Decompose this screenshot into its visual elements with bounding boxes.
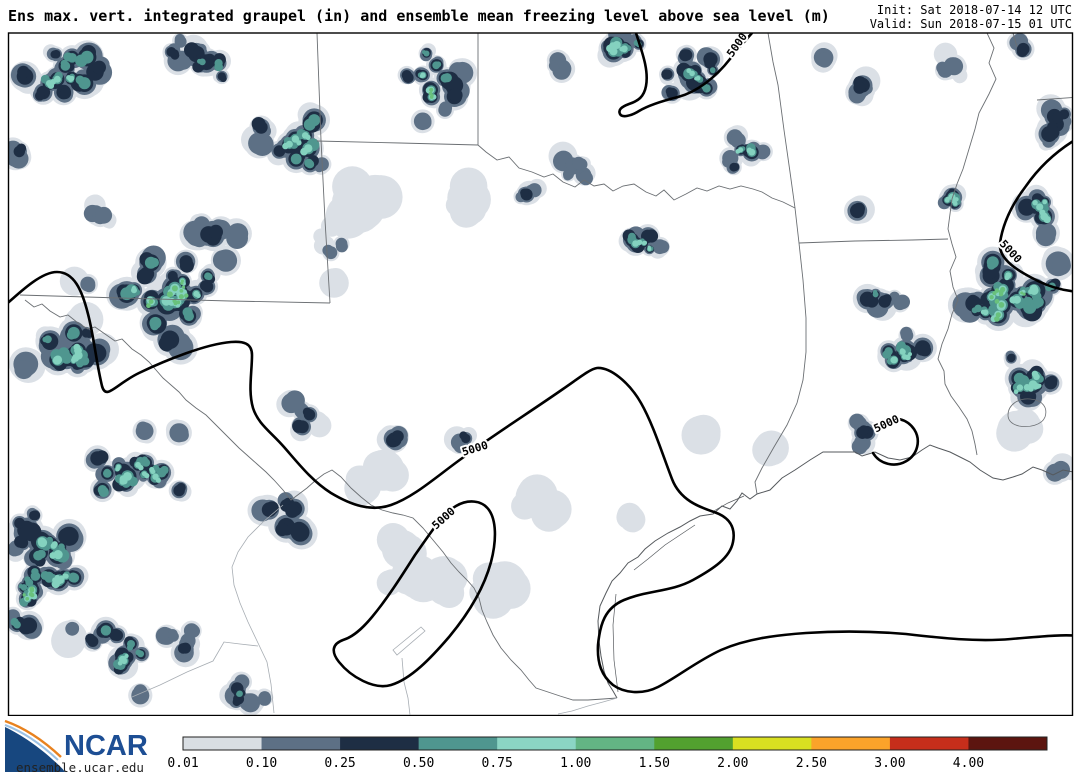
logo-text: NCAR [64, 730, 148, 762]
colorbar-segment [340, 737, 420, 750]
contour-label: 5000 [724, 30, 750, 59]
colorbar-tick-label: 0.01 [167, 756, 198, 771]
state-borders [19, 33, 1072, 715]
ncar-logo [4, 719, 65, 772]
colorbar-segment [889, 737, 969, 750]
colorbar-segment [968, 737, 1048, 750]
colorbar-segment [811, 737, 891, 750]
run-timestamps: Init: Sat 2018-07-14 12 UTC Valid: Sun 2… [870, 3, 1072, 31]
colorbar-tick-label: 2.50 [796, 756, 827, 771]
colorbar-segment [654, 737, 734, 750]
colorbar-tick-label: 3.00 [874, 756, 905, 771]
colorbar-segment [418, 737, 498, 750]
colorbar-tick-label: 0.50 [403, 756, 434, 771]
colorbar-tick-label: 0.10 [246, 756, 277, 771]
colorbar-segment [183, 737, 263, 750]
ncar-logo-orange-arc [4, 719, 62, 758]
colorbar-segment [575, 737, 655, 750]
colorbar-tick-label: 0.75 [482, 756, 513, 771]
init-timestamp: Init: Sat 2018-07-14 12 UTC [876, 3, 1072, 17]
colorbar-segment [732, 737, 812, 750]
site-url: ensemble.ucar.edu [16, 760, 144, 775]
colorbar-segment [497, 737, 577, 750]
ncar-logo-lightblue-arc [4, 724, 59, 761]
page-title: Ens max. vert. integrated graupel (in) a… [8, 7, 830, 25]
valid-timestamp: Valid: Sun 2018-07-15 01 UTC [869, 17, 1072, 31]
contour-label: 5000 [872, 412, 902, 435]
colorbar-border [182, 736, 1048, 751]
graupel-blobs [9, 33, 1072, 715]
colorbar-tick-label: 2.00 [717, 756, 748, 771]
map-frame [7, 32, 1074, 716]
colorbar: 0.01 0.10 0.25 0.50 0.75 1.00 1.50 2.00 2.50 3.00… [167, 736, 1048, 771]
colorbar-segment [261, 737, 341, 750]
colorbar-tick-label: 1.50 [639, 756, 670, 771]
colorbar-tick-label: 4.00 [953, 756, 984, 771]
contour-lines [9, 33, 1072, 694]
ncar-logo-swoosh [5, 727, 65, 772]
colorbar-tick-label: 0.25 [324, 756, 355, 771]
colorbar-tick-label: 1.00 [560, 756, 591, 771]
